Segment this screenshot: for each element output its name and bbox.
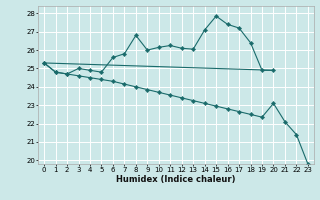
X-axis label: Humidex (Indice chaleur): Humidex (Indice chaleur) [116, 175, 236, 184]
